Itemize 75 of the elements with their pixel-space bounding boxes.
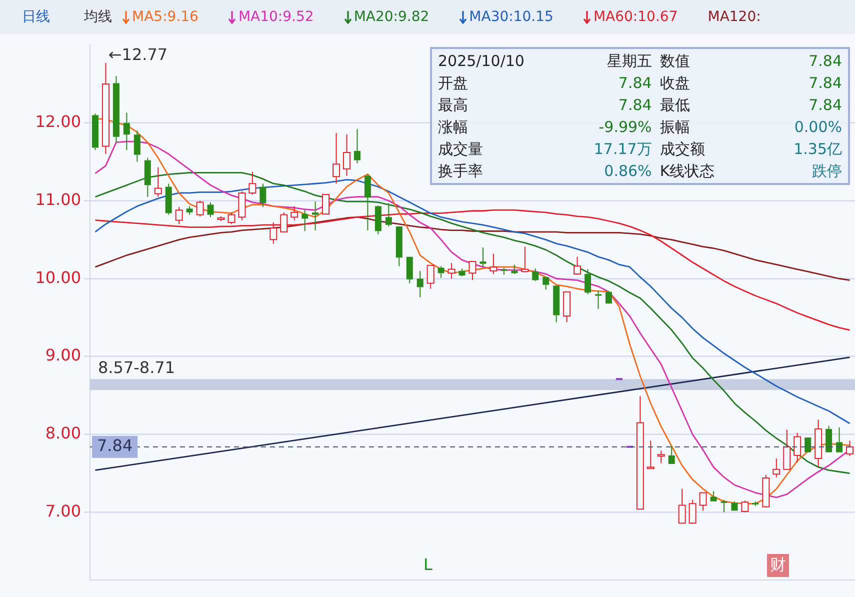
annotation: 成交额 [660,139,706,160]
candlestick [438,266,444,278]
annotation: L [422,554,434,575]
annotation: 数值 [660,51,691,72]
annotation: 7.84 [617,95,652,116]
candlestick [134,130,140,162]
candlestick [553,286,560,323]
candlestick [584,268,592,295]
annotation: 跌停 [811,161,842,182]
legend-label: MA10:9.52 [238,9,314,25]
candlestick [112,76,120,143]
legend-label: MA60:10.67 [593,9,678,25]
candlestick [826,425,832,452]
annotation: 0.86% [603,161,652,182]
candlestick [731,500,738,511]
annotation: 1.35亿 [792,139,842,160]
candlestick [458,268,466,277]
y-tick-label: 7.00 [45,501,81,520]
annotation: ←12.77 [107,44,169,65]
annotation: 最高 [438,95,469,116]
annotation: 7.84 [617,73,652,94]
candlestick [416,270,424,298]
candlestick [123,112,130,151]
annotation: 17.17万 [592,139,652,160]
ref-line-label: 7.84 [97,436,133,455]
candlestick [752,500,759,507]
annotation: 2025/10/10 [438,51,524,72]
annotation: 成交量 [438,139,484,160]
candlestick [165,183,172,216]
chart-title: 日线 [22,8,50,26]
candlestick [595,290,602,310]
candlestick [396,226,402,267]
candlestick [312,201,319,231]
legend-label: MA30:10.15 [469,9,554,25]
candlestick [720,499,728,513]
annotation: K线状态 [660,161,715,182]
annotation: 振幅 [660,117,691,138]
candlestick [186,206,193,216]
candlestick [354,128,360,164]
annotation: 开盘 [438,73,469,94]
y-tick-label: 9.00 [45,346,81,365]
y-tick-label: 12.00 [35,112,81,132]
candlestick [605,290,612,304]
annotation: 收盘 [660,73,691,94]
y-tick-label: 11.00 [35,190,81,209]
candlestick [385,202,392,227]
y-tick-label: 10.00 [35,268,81,287]
annotation: 最低 [660,95,691,116]
candlestick [710,490,717,502]
candlestick [144,157,151,198]
candlestick [532,268,539,282]
candlestick [542,277,550,290]
candlestick [480,246,486,268]
legend-label: MA20:9.82 [354,9,430,25]
band-label: 8.57-8.71 [98,358,176,378]
annotation: 7.84 [808,51,842,72]
annotation: 涨幅 [438,117,469,138]
legend-label: MA5:9.16 [132,9,198,25]
legend-title: 均线 [84,8,112,26]
annotation: 7.84 [808,73,842,94]
text: MA120: [708,9,761,25]
candlestick [406,256,413,284]
candlestick [836,426,843,452]
candlestick [260,183,266,208]
candlestick [302,210,308,232]
annotation: 7.84 [808,95,842,116]
candlestick [364,174,371,231]
annotation: 财 [767,554,789,577]
candlestick [500,267,508,276]
candlestick [668,446,675,464]
annotation: -9.99% [598,117,652,138]
annotation: 换手率 [438,161,484,182]
annotation: 星期五 [606,51,652,72]
annotation: 0.00% [793,117,842,138]
y-tick-label: 8.00 [45,424,81,443]
